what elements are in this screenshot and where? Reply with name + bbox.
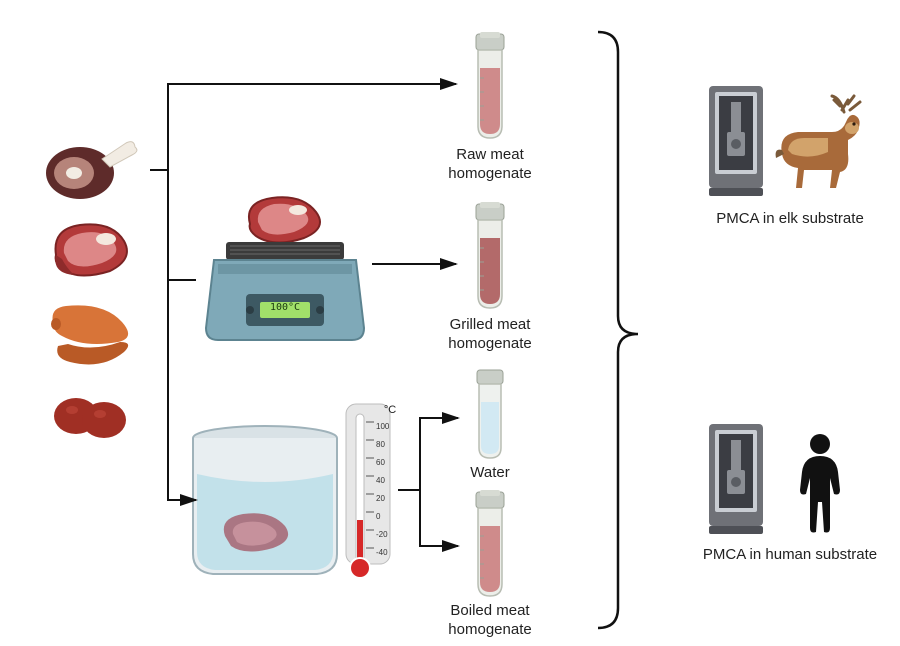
bracket-icon <box>590 24 670 634</box>
arrows-layer <box>0 0 900 646</box>
